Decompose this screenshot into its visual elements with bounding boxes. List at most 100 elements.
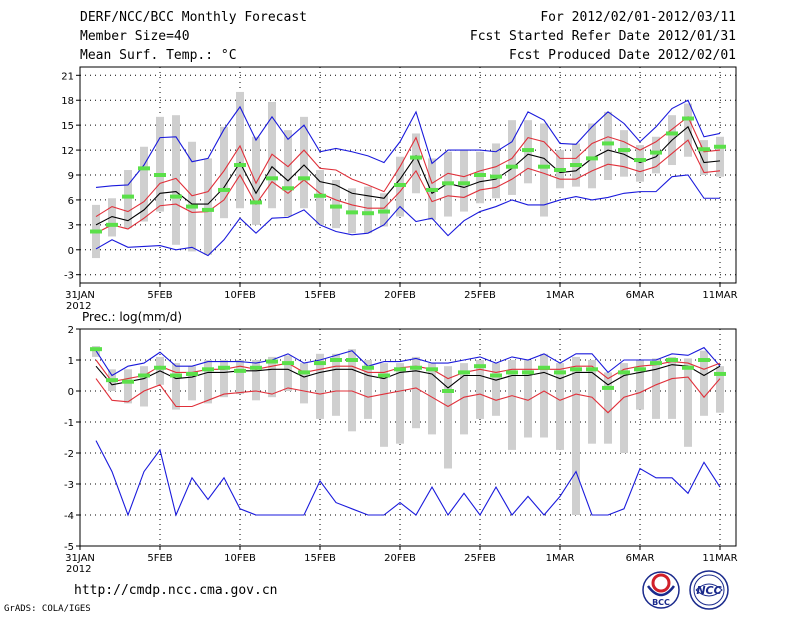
- temp-spread-bar: [684, 103, 692, 157]
- forecast-period: For 2012/02/01-2012/03/11: [540, 10, 736, 25]
- temp-y-tick-label: 18: [61, 96, 74, 107]
- temp-median-mark: [330, 204, 342, 209]
- prec-median-mark: [426, 367, 438, 372]
- prec-panel-title: Prec.: log(mm/d): [82, 310, 182, 324]
- prec-x-tick-label: 11MAR: [702, 553, 737, 564]
- ncc-logo-text: NCC: [696, 584, 721, 597]
- temp-spread-bar: [156, 116, 164, 212]
- prec-median-mark: [186, 371, 198, 376]
- temp-median-mark: [650, 150, 662, 155]
- prec-spread-bar: [300, 363, 308, 404]
- prec-median-mark: [330, 358, 342, 362]
- temp-median-mark: [218, 187, 230, 192]
- prec-spread-bar: [236, 360, 244, 395]
- prec-median-mark: [586, 367, 598, 372]
- temp-spread-bar: [588, 123, 596, 189]
- prec-median-mark: [394, 367, 406, 372]
- source-url[interactable]: http://cmdp.ncc.cma.gov.cn: [74, 583, 278, 598]
- temp-median-mark: [474, 173, 486, 177]
- temp-spread-bar: [188, 141, 196, 252]
- temp-median-mark: [170, 194, 182, 199]
- chart-title: DERF/NCC/BCC Monthly Forecast: [80, 10, 307, 25]
- temp-y-tick-label: 21: [61, 71, 74, 82]
- temp-median-mark: [250, 200, 262, 205]
- temp-median-mark: [634, 158, 646, 163]
- prec-plot-frame: [79, 328, 737, 547]
- prec-median-mark: [282, 361, 294, 366]
- temp-line-mean: [95, 125, 721, 226]
- prec-x-tick-label: 1MAR: [546, 553, 575, 564]
- temp-x-tick-label: 25FEB: [464, 290, 496, 301]
- temp-median-mark: [666, 131, 678, 136]
- temp-spread-bar: [172, 115, 180, 245]
- prec-y-tick-label: -4: [64, 511, 74, 522]
- prec-y-tick-label: 2: [68, 325, 74, 336]
- temp-median-mark: [298, 176, 310, 181]
- prec-x-tick-label: 31JAN: [65, 553, 95, 564]
- prec-x-tick-label: 10FEB: [224, 553, 256, 564]
- prec-spread-bar: [524, 360, 532, 438]
- prec-y-tick-label: 0: [68, 387, 74, 398]
- temp-x-tick-label: 10FEB: [224, 290, 256, 301]
- temp-spread-bar: [284, 130, 292, 217]
- temp-median-mark: [538, 164, 550, 169]
- prec-y-tick-label: -5: [64, 542, 74, 553]
- prec-spread-bar: [188, 366, 196, 401]
- temp-median-mark: [586, 156, 598, 161]
- prec-spread-bar: [460, 363, 468, 435]
- prec-median-mark: [138, 373, 150, 378]
- prec-line-mean: [95, 364, 721, 389]
- prec-y-tick-label: -1: [64, 418, 74, 429]
- temp-spread-bar: [300, 116, 308, 209]
- temp-median-mark: [202, 207, 214, 212]
- prec-median-mark: [314, 361, 326, 366]
- temp-x-tick-label: 20FEB: [384, 290, 416, 301]
- prec-median-mark: [458, 370, 470, 375]
- temp-median-mark: [490, 174, 502, 179]
- variable-label: Mean Surf. Temp.: °C: [80, 48, 237, 63]
- temp-median-mark: [154, 173, 166, 177]
- temp-median-mark: [394, 182, 406, 187]
- temp-spread-bar: [204, 158, 212, 255]
- prec-spread-bar: [684, 358, 692, 447]
- temp-median-mark: [234, 163, 246, 168]
- prec-spread-bar: [204, 360, 212, 404]
- temp-x-tick-label: 1MAR: [546, 290, 575, 301]
- prec-spread-bar: [428, 363, 436, 435]
- prec-median-mark: [234, 368, 246, 373]
- temp-median-mark: [122, 194, 134, 199]
- grads-credit: GrADS: COLA/IGES: [4, 604, 91, 614]
- prec-line-max: [95, 346, 721, 377]
- prec-median-mark: [538, 365, 550, 370]
- prec-line-min: [95, 440, 721, 517]
- temp-median-mark: [314, 193, 326, 198]
- prec-spread-bar: [540, 353, 548, 438]
- temp-median-mark: [714, 144, 726, 149]
- prec-spread-bar: [700, 350, 708, 416]
- temp-y-tick-label: 3: [68, 221, 74, 232]
- prec-x-tick-label: 25FEB: [464, 553, 496, 564]
- temp-median-mark: [570, 163, 582, 168]
- temp-median-mark: [426, 187, 438, 192]
- prec-spread-bar: [268, 356, 276, 398]
- prec-median-mark: [442, 389, 454, 393]
- temp-line-p25: [95, 139, 721, 234]
- prec-spread-bar: [588, 360, 596, 444]
- prec-spread-bar: [572, 356, 580, 515]
- prec-spread-bar: [492, 363, 500, 416]
- prec-median-mark: [346, 358, 358, 362]
- temp-spread-bar: [636, 145, 644, 182]
- prec-spread-bar: [380, 363, 388, 447]
- prec-spread-bar: [284, 355, 292, 391]
- prec-x-tick-label: 6MAR: [626, 553, 655, 564]
- prec-spread-bar: [476, 360, 484, 419]
- temp-x-tick-label: 6MAR: [626, 290, 655, 301]
- temp-spread-bar: [412, 133, 420, 194]
- prec-spread-bar: [668, 356, 676, 419]
- temp-spread-bar: [540, 123, 548, 217]
- temp-median-mark: [506, 164, 518, 169]
- temp-median-mark: [186, 204, 198, 209]
- temp-median-mark: [698, 147, 710, 152]
- temp-spread-bar: [604, 111, 612, 180]
